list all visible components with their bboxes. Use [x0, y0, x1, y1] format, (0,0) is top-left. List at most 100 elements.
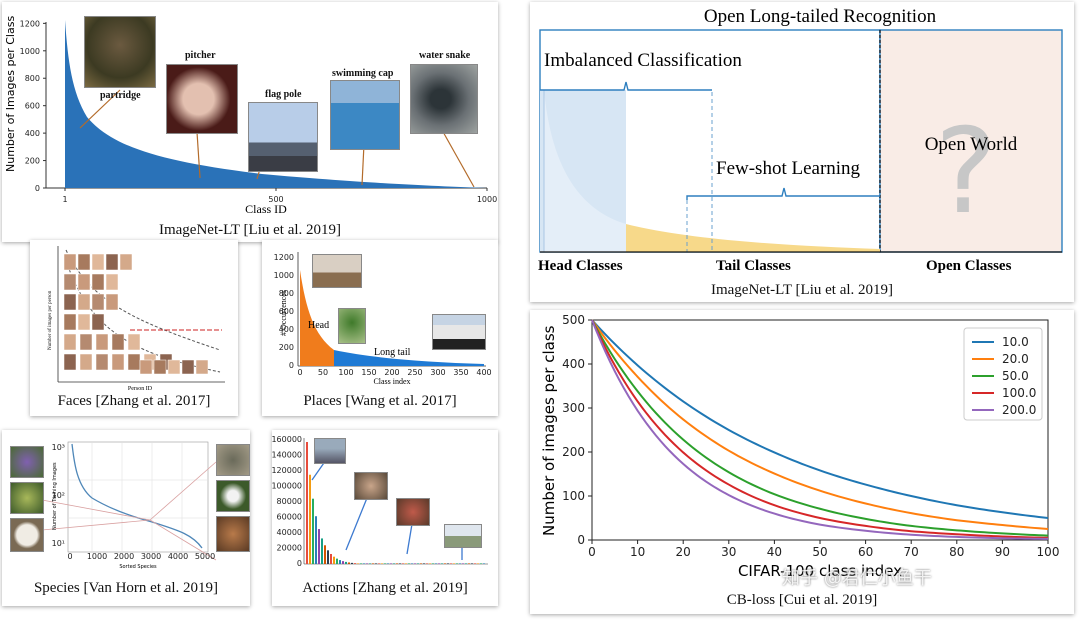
face-thumbnail [91, 273, 105, 291]
actions-bar [405, 563, 407, 564]
fewshot-label: Few-shot Learning [716, 158, 861, 179]
actions-ytick-label: 40000 [277, 528, 302, 537]
tail-classes-label: Tail Classes [716, 258, 791, 274]
face-thumbnail [95, 353, 109, 371]
cbloss-series-line [591, 319, 1049, 519]
actions-bar [459, 563, 461, 564]
places-ytick-label: 1000 [274, 271, 294, 280]
actions-bar [321, 538, 323, 564]
actions-bar [384, 563, 386, 564]
actions-bar [369, 563, 371, 564]
actions-bar [309, 474, 311, 564]
actions-bar [474, 563, 476, 564]
cbloss-ytick-label: 500 [562, 313, 585, 327]
actions-bar [393, 563, 395, 564]
actions-bar [375, 563, 377, 564]
places-ytick-label: 0 [289, 361, 294, 370]
actions-bar [315, 516, 317, 564]
cbloss-ytick-label: 200 [562, 445, 585, 459]
actions-bar [336, 558, 338, 564]
species-caption: Species [Van Horn et al. 2019] [33, 580, 219, 596]
cbloss-xtick-label: 50 [812, 545, 827, 559]
actions-bar [441, 563, 443, 564]
actions-bar [354, 563, 356, 564]
imagenet-ylabel: Number of Images per Class [4, 16, 17, 172]
actions-bar [399, 563, 401, 564]
actions-bar [414, 563, 416, 564]
places-xtick-label: 250 [407, 368, 422, 377]
actions-bar [318, 529, 320, 564]
actions-bar [363, 563, 365, 564]
cbloss-chart: 0 10 20 30 40 50 60 70 80 90 100 0 100 200 300 400 500 CI… [540, 313, 1059, 580]
actions-panel: 0 20000 40000 60000 80000 100000 120000 140000 1… [271, 430, 498, 606]
places-xtick-label: 350 [453, 368, 468, 377]
face-thumbnail [63, 313, 77, 331]
actions-ytick-label: 140000 [271, 451, 302, 460]
places-panel: 0 200 400 600 800 1000 1200 0 50 100 150 200 250 300… [262, 240, 498, 416]
imagenet-lt-chart: 0 200 400 600 800 1000 1200 1 500 1000 Number of… [4, 16, 497, 216]
actions-bar [444, 563, 446, 564]
places-caption: Places [Wang et al. 2017] [303, 393, 457, 409]
label-flag-pole: flag pole [265, 89, 302, 100]
face-thumbnail [127, 353, 141, 371]
actions-bar [483, 563, 485, 564]
cbloss-caption: CB-loss [Cui et al. 2019] [726, 592, 878, 608]
face-thumbnail [91, 313, 105, 331]
imagenet-ytick-label: 400 [25, 129, 40, 138]
actions-image-4 [444, 524, 482, 548]
species-plant-image [10, 482, 44, 514]
actions-bar [420, 563, 422, 564]
face-thumbnail [181, 359, 195, 375]
cbloss-series-line [591, 319, 1049, 540]
face-thumbnail [77, 313, 91, 331]
species-blossom-image [216, 480, 250, 512]
species-ytick-label: 10² [52, 491, 65, 500]
imbalanced-label: Imbalanced Classification [544, 50, 742, 71]
places-xtick-label: 300 [430, 368, 445, 377]
actions-bar [345, 561, 347, 564]
face-thumbnail [77, 273, 91, 291]
face-thumbnail [153, 359, 167, 375]
face-thumbnail [105, 253, 119, 271]
open-classes-label: Open Classes [926, 258, 1012, 274]
actions-bar [456, 563, 458, 564]
species-ytick-label: 10¹ [52, 539, 65, 548]
cbloss-legend-label: 10.0 [1002, 335, 1029, 349]
faces-xlabel: Person ID [128, 386, 153, 392]
face-thumbnail [63, 273, 77, 291]
species-leaf-image [216, 516, 250, 552]
actions-bar [312, 498, 314, 564]
open-world-label: Open World [925, 134, 1018, 155]
pitcher-image [166, 64, 238, 134]
face-thumbnail [111, 333, 125, 351]
actions-bar [306, 442, 308, 564]
species-xtick-label: 2000 [114, 552, 134, 561]
places-ytick-label: 200 [279, 343, 294, 352]
face-thumbnail [119, 253, 133, 271]
imagenet-lt-panel: 0 200 400 600 800 1000 1200 1 500 1000 Number of… [2, 2, 498, 242]
actions-bar [333, 556, 335, 564]
cbloss-xtick-label: 20 [676, 545, 691, 559]
question-icon: ? [935, 102, 998, 240]
cbloss-ylabel: Number of images per class [540, 325, 558, 536]
actions-bar [330, 553, 332, 564]
label-partridge: partridge [100, 90, 141, 101]
cbloss-series-line [591, 319, 1049, 539]
actions-image-2 [354, 472, 388, 500]
species-flower-image [10, 446, 44, 478]
faces-ylabel: Number of images per person [48, 290, 53, 350]
faces-chart: Person ID Number of images per person [48, 246, 225, 392]
cbloss-legend [963, 327, 1043, 421]
cbloss-legend-label: 20.0 [1002, 352, 1029, 366]
actions-bar [348, 562, 350, 564]
cbloss-legend-label: 50.0 [1002, 369, 1029, 383]
actions-bar [435, 563, 437, 564]
head-classes-label: Head Classes [538, 258, 623, 274]
actions-bar [402, 563, 404, 564]
faces-dashed-curve [65, 249, 221, 351]
actions-ytick-label: 100000 [271, 482, 302, 491]
tail-distribution [626, 224, 880, 252]
imagenet-ytick-label: 1200 [20, 19, 40, 28]
cbloss-xtick-label: 80 [949, 545, 964, 559]
places-tail-label: Long tail [374, 347, 411, 358]
